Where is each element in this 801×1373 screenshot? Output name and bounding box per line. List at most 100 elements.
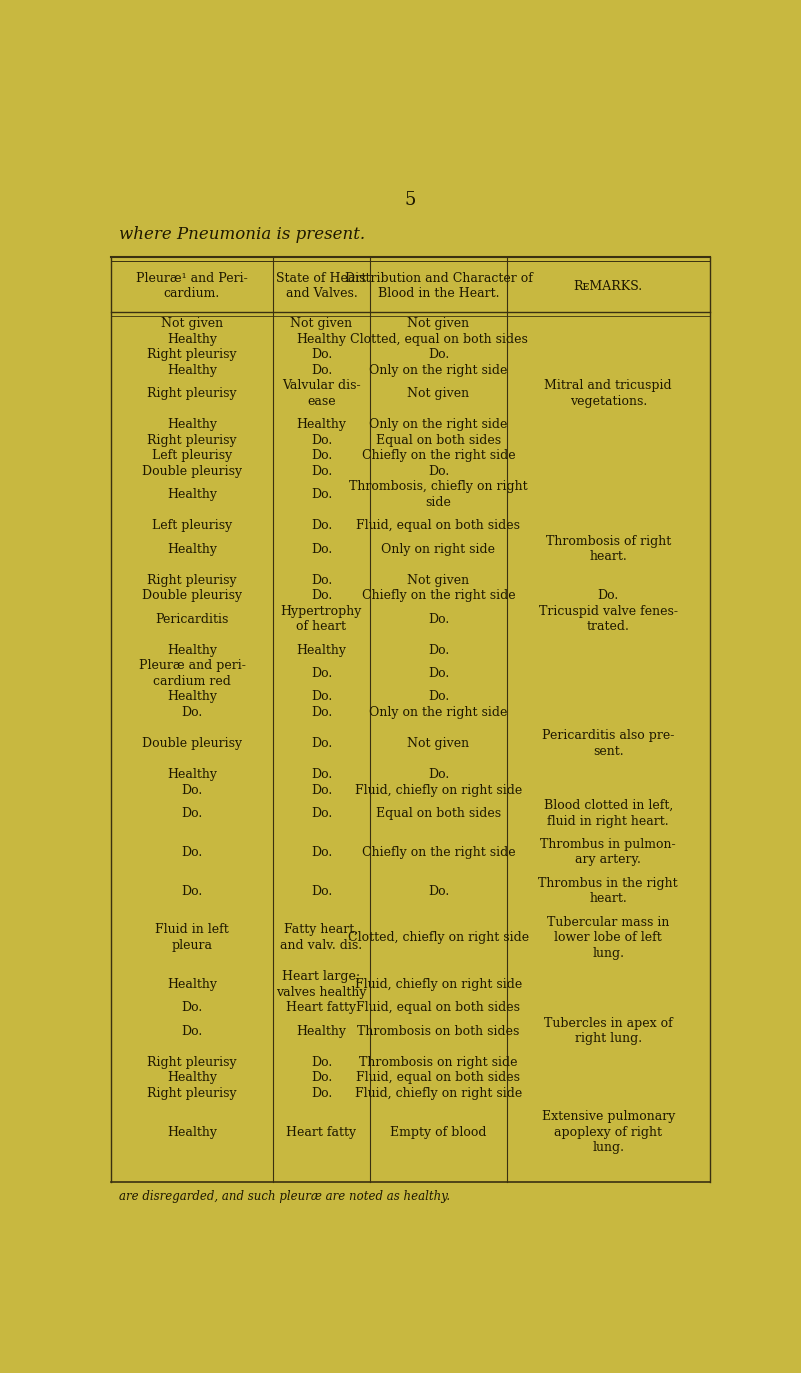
Text: Tubercles in apex of
right lung.: Tubercles in apex of right lung. [544, 1017, 673, 1045]
Text: Thrombus in the right
heart.: Thrombus in the right heart. [538, 877, 678, 905]
Text: Fluid, equal on both sides: Fluid, equal on both sides [356, 1001, 521, 1015]
Text: Do.: Do. [311, 519, 332, 533]
Text: Hypertrophy
of heart: Hypertrophy of heart [280, 605, 362, 633]
Text: Fluid, chiefly on right side: Fluid, chiefly on right side [355, 784, 522, 796]
Text: Do.: Do. [428, 349, 449, 361]
Text: Thrombosis on both sides: Thrombosis on both sides [357, 1024, 520, 1038]
Text: Do.: Do. [428, 691, 449, 703]
Text: Do.: Do. [181, 807, 203, 820]
Text: Do.: Do. [311, 489, 332, 501]
Text: Not given: Not given [408, 317, 469, 331]
Text: Tricuspid valve fenes-
trated.: Tricuspid valve fenes- trated. [539, 605, 678, 633]
Text: Chiefly on the right side: Chiefly on the right side [361, 846, 515, 858]
Text: Right pleurisy: Right pleurisy [147, 349, 237, 361]
Text: Not given: Not given [161, 317, 223, 331]
Text: Do.: Do. [428, 768, 449, 781]
Text: Thrombus in pulmon-
ary artery.: Thrombus in pulmon- ary artery. [541, 838, 676, 866]
Text: Not given: Not given [291, 317, 352, 331]
Text: Healthy: Healthy [167, 1126, 217, 1138]
Text: Do.: Do. [311, 1071, 332, 1085]
Text: Healthy: Healthy [167, 489, 217, 501]
Text: Thrombosis of right
heart.: Thrombosis of right heart. [545, 535, 671, 563]
Text: Do.: Do. [311, 737, 332, 750]
Text: Do.: Do. [311, 667, 332, 680]
Text: Only on right side: Only on right side [381, 542, 496, 556]
Text: State of Heart
and Valves.: State of Heart and Valves. [276, 272, 367, 301]
Text: Healthy: Healthy [167, 1071, 217, 1085]
Text: Healthy: Healthy [167, 978, 217, 991]
Text: Only on the right side: Only on the right side [369, 364, 508, 376]
Text: Right pleurisy: Right pleurisy [147, 1086, 237, 1100]
Text: Only on the right side: Only on the right side [369, 706, 508, 719]
Text: Healthy: Healthy [167, 644, 217, 656]
Text: Right pleurisy: Right pleurisy [147, 1056, 237, 1068]
Text: Fluid, chiefly on right side: Fluid, chiefly on right side [355, 978, 522, 991]
Text: Healthy: Healthy [167, 691, 217, 703]
Text: Heart fatty: Heart fatty [287, 1001, 356, 1015]
Text: Not given: Not given [408, 574, 469, 586]
Text: Do.: Do. [428, 465, 449, 478]
Text: where Pneumonia is present.: where Pneumonia is present. [119, 227, 365, 243]
Text: Do.: Do. [181, 784, 203, 796]
Text: Tubercular mass in
lower lobe of left
lung.: Tubercular mass in lower lobe of left lu… [547, 916, 670, 960]
Text: Mitral and tricuspid
vegetations.: Mitral and tricuspid vegetations. [545, 379, 672, 408]
Text: Do.: Do. [311, 884, 332, 898]
Text: Equal on both sides: Equal on both sides [376, 434, 501, 446]
Text: Fluid in left
pleura: Fluid in left pleura [155, 924, 229, 951]
Text: Do.: Do. [311, 691, 332, 703]
Text: Only on the right side: Only on the right side [369, 419, 508, 431]
Text: Healthy: Healthy [167, 332, 217, 346]
Text: Right pleurisy: Right pleurisy [147, 574, 237, 586]
Text: Fluid, equal on both sides: Fluid, equal on both sides [356, 519, 521, 533]
Text: Healthy: Healthy [296, 1024, 346, 1038]
Text: Fatty heart,
and valv. dis.: Fatty heart, and valv. dis. [280, 924, 363, 951]
Text: Left pleurisy: Left pleurisy [152, 449, 232, 463]
Text: Do.: Do. [428, 667, 449, 680]
Text: Not given: Not given [408, 387, 469, 400]
Text: Healthy: Healthy [296, 419, 346, 431]
Text: Do.: Do. [181, 884, 203, 898]
Text: Heart fatty: Heart fatty [287, 1126, 356, 1138]
Text: Clotted, equal on both sides: Clotted, equal on both sides [349, 332, 527, 346]
Text: Double pleurisy: Double pleurisy [142, 737, 242, 750]
Text: Do.: Do. [311, 768, 332, 781]
Text: Clotted, chiefly on right side: Clotted, chiefly on right side [348, 931, 529, 945]
Text: Chiefly on the right side: Chiefly on the right side [361, 449, 515, 463]
Text: Pericarditis: Pericarditis [155, 612, 229, 626]
Text: RᴇMARKS.: RᴇMARKS. [574, 280, 642, 292]
Text: Thrombosis on right side: Thrombosis on right side [359, 1056, 517, 1068]
Text: Do.: Do. [311, 449, 332, 463]
Text: Pleuræ and peri-
cardium red: Pleuræ and peri- cardium red [139, 659, 245, 688]
Text: are disregarded, and such pleuræ are noted as healthy.: are disregarded, and such pleuræ are not… [119, 1190, 450, 1203]
Text: Do.: Do. [181, 1024, 203, 1038]
Text: Heart large;
valves healthy: Heart large; valves healthy [276, 971, 367, 998]
Text: Thrombosis, chiefly on right
side: Thrombosis, chiefly on right side [349, 481, 528, 509]
Text: Do.: Do. [311, 542, 332, 556]
Text: Do.: Do. [311, 434, 332, 446]
Text: Healthy: Healthy [296, 332, 346, 346]
Text: Healthy: Healthy [296, 644, 346, 656]
Text: Do.: Do. [311, 349, 332, 361]
Text: Do.: Do. [311, 465, 332, 478]
Text: Chiefly on the right side: Chiefly on the right side [361, 589, 515, 603]
Text: Do.: Do. [311, 706, 332, 719]
Text: Healthy: Healthy [167, 364, 217, 376]
Text: Empty of blood: Empty of blood [390, 1126, 487, 1138]
Text: Do.: Do. [181, 846, 203, 858]
Text: Healthy: Healthy [167, 542, 217, 556]
Text: Double pleurisy: Double pleurisy [142, 465, 242, 478]
Text: Do.: Do. [311, 1056, 332, 1068]
Text: Do.: Do. [598, 589, 619, 603]
Text: Do.: Do. [428, 644, 449, 656]
Text: Double pleurisy: Double pleurisy [142, 589, 242, 603]
Text: Do.: Do. [181, 706, 203, 719]
Text: Do.: Do. [311, 1086, 332, 1100]
Text: Blood clotted in left,
fluid in right heart.: Blood clotted in left, fluid in right he… [544, 799, 673, 828]
Text: Do.: Do. [311, 807, 332, 820]
Text: Pleuræ¹ and Peri-
cardium.: Pleuræ¹ and Peri- cardium. [136, 272, 248, 301]
Text: Pericarditis also pre-
sent.: Pericarditis also pre- sent. [542, 729, 674, 758]
Text: Distribution and Character of
Blood in the Heart.: Distribution and Character of Blood in t… [344, 272, 533, 301]
Text: Healthy: Healthy [167, 419, 217, 431]
Text: 5: 5 [405, 191, 417, 209]
Text: Extensive pulmonary
apoplexy of right
lung.: Extensive pulmonary apoplexy of right lu… [541, 1109, 675, 1155]
